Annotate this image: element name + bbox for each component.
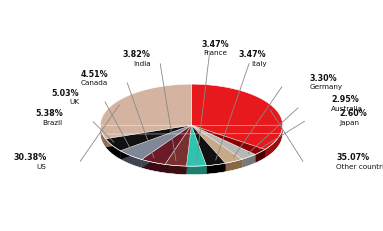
Polygon shape [265,125,283,158]
Text: 30.38%: 30.38% [13,153,47,162]
Text: 5.03%: 5.03% [51,89,79,98]
Text: Brazil: Brazil [43,120,63,126]
Polygon shape [192,125,242,168]
Polygon shape [165,164,187,175]
Text: 35.07%: 35.07% [336,153,369,162]
Polygon shape [192,125,242,163]
Text: India: India [133,61,151,67]
Polygon shape [120,125,192,159]
Polygon shape [192,125,226,172]
Polygon shape [187,166,206,175]
Polygon shape [165,125,192,173]
Polygon shape [192,125,265,158]
Text: Japan: Japan [339,120,360,126]
Text: UK: UK [69,99,79,105]
Polygon shape [192,125,255,163]
Polygon shape [105,125,192,151]
Polygon shape [192,125,265,158]
Text: Germany: Germany [309,84,342,90]
Text: 3.30%: 3.30% [309,74,337,83]
Polygon shape [192,125,226,166]
Polygon shape [192,125,226,172]
Polygon shape [120,125,192,159]
Polygon shape [192,125,242,168]
Text: Other countries: Other countries [336,164,383,170]
Polygon shape [187,125,192,175]
Text: 4.51%: 4.51% [80,70,108,79]
Polygon shape [226,159,242,172]
Text: 3.47%: 3.47% [201,40,229,49]
Text: 2.60%: 2.60% [339,109,367,119]
Text: US: US [37,164,47,170]
Text: 5.38%: 5.38% [35,109,63,119]
Text: 3.82%: 3.82% [123,50,151,59]
Polygon shape [142,159,165,173]
Text: Canada: Canada [80,80,108,86]
Polygon shape [165,125,192,166]
Polygon shape [142,125,192,164]
Polygon shape [187,125,192,175]
Polygon shape [192,125,255,159]
Polygon shape [206,163,226,174]
Polygon shape [165,125,192,173]
Polygon shape [242,155,255,168]
Polygon shape [105,125,192,147]
Polygon shape [192,125,206,174]
Polygon shape [192,125,206,174]
Polygon shape [100,126,105,147]
Polygon shape [120,151,142,168]
Text: 3.47%: 3.47% [239,50,267,59]
Polygon shape [142,125,192,168]
Polygon shape [192,125,265,155]
Text: 2.95%: 2.95% [331,95,358,104]
Polygon shape [192,84,283,149]
Polygon shape [100,84,192,139]
Polygon shape [187,125,206,166]
Polygon shape [192,125,255,163]
Text: Italy: Italy [251,61,267,67]
Polygon shape [105,139,120,159]
Polygon shape [120,125,192,159]
Polygon shape [142,125,192,168]
Text: France: France [203,50,227,56]
Polygon shape [105,125,192,147]
Text: Australia: Australia [331,106,363,112]
Polygon shape [255,149,265,163]
